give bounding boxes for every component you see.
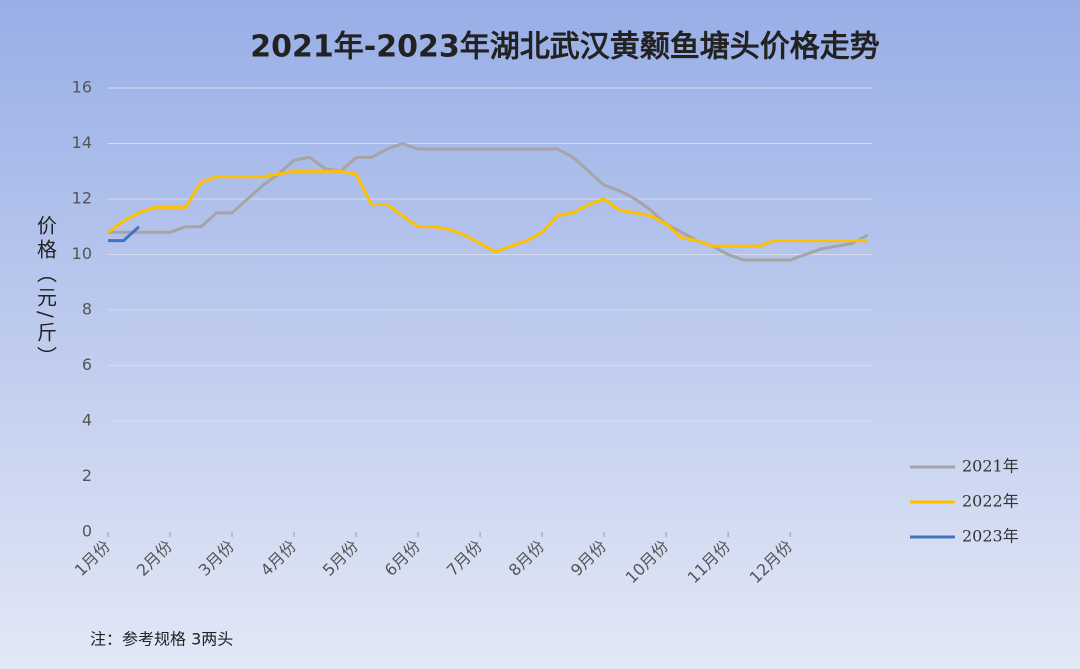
y-tick-label: 16: [72, 78, 92, 97]
legend-label: 2021年: [962, 457, 1019, 476]
y-tick-label: 6: [82, 355, 92, 374]
series-line: [108, 225, 141, 243]
y-tick-label: 12: [72, 189, 92, 208]
y-tick-label: 10: [72, 244, 92, 263]
series-line: [108, 142, 869, 262]
legend-label: 2022年: [962, 492, 1019, 511]
series-line: [107, 169, 868, 254]
legend-label: 2023年: [962, 527, 1019, 546]
y-axis-label: 价格（元/斤）: [34, 215, 58, 370]
y-tick-label: 2: [82, 466, 92, 485]
y-tick-label: 0: [82, 522, 92, 541]
note: 注：参考规格 3两头: [90, 630, 233, 649]
y-tick-label: 14: [72, 133, 92, 152]
chart-title: 2021年-2023年湖北武汉黄颡鱼塘头价格走势: [250, 30, 879, 65]
y-tick-label: 4: [82, 411, 92, 430]
y-tick-label: 8: [82, 300, 92, 319]
